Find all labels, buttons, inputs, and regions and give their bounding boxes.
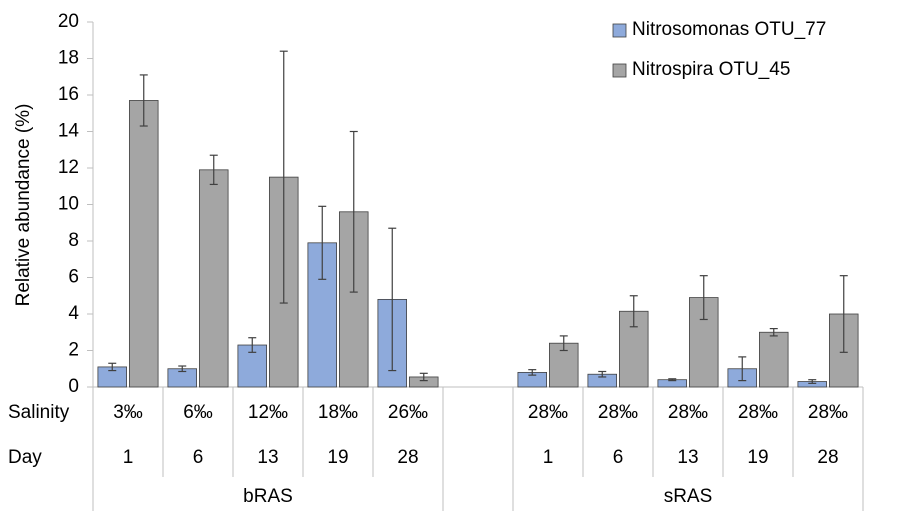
legend-label: Nitrospira OTU_45	[632, 59, 790, 80]
legend-swatch	[612, 23, 627, 38]
category-label: 28‰	[738, 402, 778, 423]
y-axis-label: Relative abundance (%)	[13, 104, 34, 307]
y-tick-label: 16	[58, 84, 79, 105]
y-tick-label: 10	[58, 194, 79, 215]
y-tick-label: 6	[68, 267, 79, 288]
category-label: 3‰	[113, 402, 143, 423]
bar	[198, 169, 229, 388]
row-label: Salinity	[8, 402, 70, 423]
y-tick-label: 12	[58, 157, 79, 178]
category-label: 19	[327, 447, 348, 468]
y-tick-label: 14	[58, 121, 80, 142]
row-label: Day	[8, 447, 42, 468]
bar	[338, 211, 369, 388]
category-label: 1	[123, 447, 134, 468]
category-label: 6	[613, 447, 624, 468]
category-label: 28‰	[668, 402, 708, 423]
legend-swatch	[612, 63, 627, 78]
category-label: 13	[677, 447, 698, 468]
category-label: 28‰	[808, 402, 848, 423]
y-tick-label: 4	[68, 303, 79, 324]
category-label: 12‰	[248, 402, 288, 423]
y-tick-label: 8	[68, 230, 79, 251]
y-tick-label: 20	[58, 11, 79, 32]
category-label: 28	[817, 447, 838, 468]
category-label: 6‰	[183, 402, 213, 423]
y-tick-label: 0	[68, 376, 79, 397]
category-label: 13	[257, 447, 278, 468]
category-label: 28	[397, 447, 418, 468]
category-label: 28‰	[598, 402, 638, 423]
category-label: 28‰	[528, 402, 568, 423]
category-label: 18‰	[318, 402, 358, 423]
y-tick-label: 2	[68, 340, 79, 361]
category-label: 6	[193, 447, 204, 468]
bar	[128, 100, 159, 388]
category-label: 26‰	[388, 402, 428, 423]
legend-label: Nitrosomonas OTU_77	[632, 19, 826, 40]
group-label: bRAS	[243, 486, 293, 507]
category-label: 19	[747, 447, 768, 468]
group-label: sRAS	[664, 486, 713, 507]
category-label: 1	[543, 447, 554, 468]
bar	[759, 331, 789, 388]
y-tick-label: 18	[58, 48, 79, 69]
